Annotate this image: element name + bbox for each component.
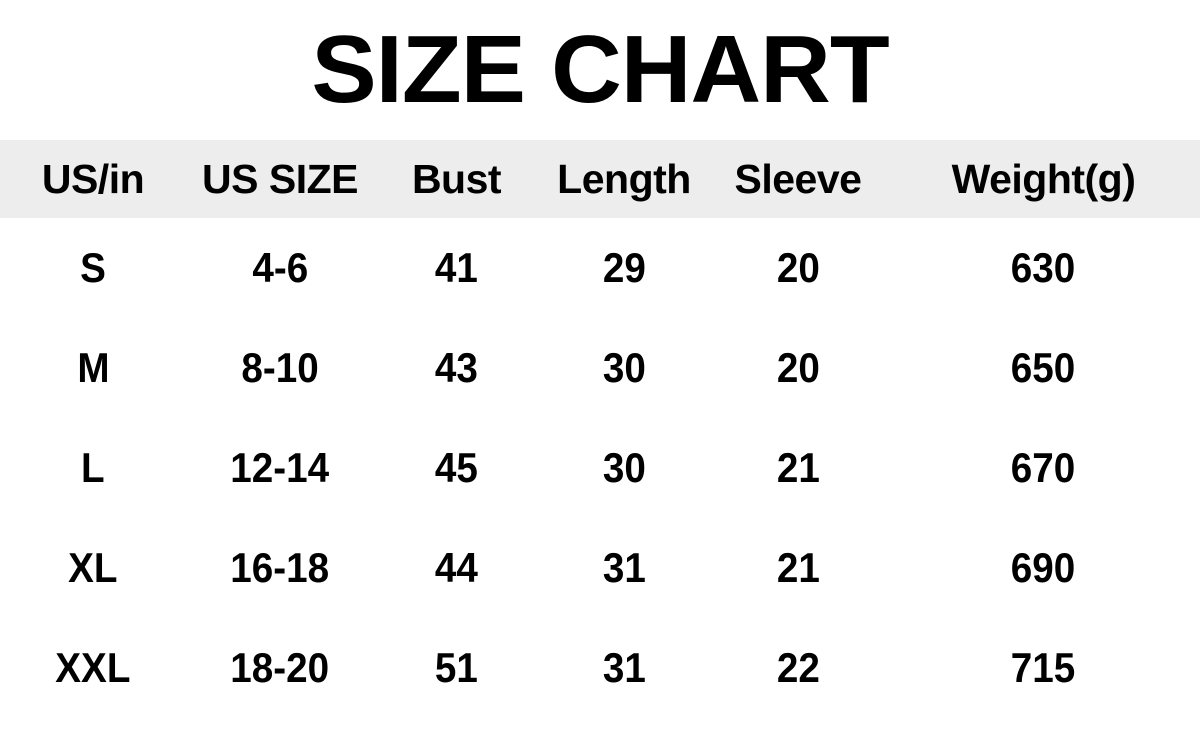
table-row: L 12-14 45 30 21 670: [0, 418, 1200, 518]
table-row: XL 16-18 44 31 21 690: [0, 518, 1200, 618]
table-row: S 4-6 41 29 20 630: [0, 218, 1200, 318]
cell-bust: 51: [374, 618, 539, 718]
cell-us-in: S: [0, 218, 186, 318]
column-header-bust: Bust: [411, 155, 502, 202]
cell-bust: 44: [374, 518, 539, 618]
size-chart-table: US/in US SIZE Bust Length Sleeve Weight(…: [0, 140, 1200, 718]
cell-us-in: XL: [0, 518, 186, 618]
cell-sleeve: 21: [709, 518, 887, 618]
cell-us-in: XXL: [0, 618, 186, 718]
column-header-us-in: US/in: [41, 155, 145, 202]
column-header-weight: Weight(g): [951, 155, 1136, 202]
cell-us-in: M: [0, 318, 186, 418]
cell-sleeve: 22: [709, 618, 887, 718]
table-header-row: US/in US SIZE Bust Length Sleeve Weight(…: [0, 140, 1200, 218]
cell-us-size: 8-10: [186, 318, 374, 418]
cell-bust: 43: [374, 318, 539, 418]
cell-bust: 41: [374, 218, 539, 318]
title-block: SIZE CHART: [0, 0, 1200, 140]
cell-weight: 670: [887, 418, 1200, 518]
cell-sleeve: 21: [709, 418, 887, 518]
cell-length: 30: [539, 318, 709, 418]
cell-weight: 650: [887, 318, 1200, 418]
cell-length: 31: [539, 618, 709, 718]
column-header-length: Length: [557, 155, 691, 202]
column-header-sleeve: Sleeve: [734, 155, 862, 202]
cell-us-size: 18-20: [186, 618, 374, 718]
cell-weight: 715: [887, 618, 1200, 718]
table-row: XXL 18-20 51 31 22 715: [0, 618, 1200, 718]
cell-us-size: 12-14: [186, 418, 374, 518]
page-title: SIZE CHART: [311, 16, 889, 123]
column-header-us-size: US SIZE: [202, 155, 358, 202]
cell-sleeve: 20: [709, 218, 887, 318]
cell-length: 29: [539, 218, 709, 318]
cell-weight: 690: [887, 518, 1200, 618]
cell-us-size: 4-6: [186, 218, 374, 318]
table-row: M 8-10 43 30 20 650: [0, 318, 1200, 418]
cell-us-size: 16-18: [186, 518, 374, 618]
cell-bust: 45: [374, 418, 539, 518]
cell-weight: 630: [887, 218, 1200, 318]
cell-us-in: L: [0, 418, 186, 518]
cell-sleeve: 20: [709, 318, 887, 418]
cell-length: 30: [539, 418, 709, 518]
cell-length: 31: [539, 518, 709, 618]
